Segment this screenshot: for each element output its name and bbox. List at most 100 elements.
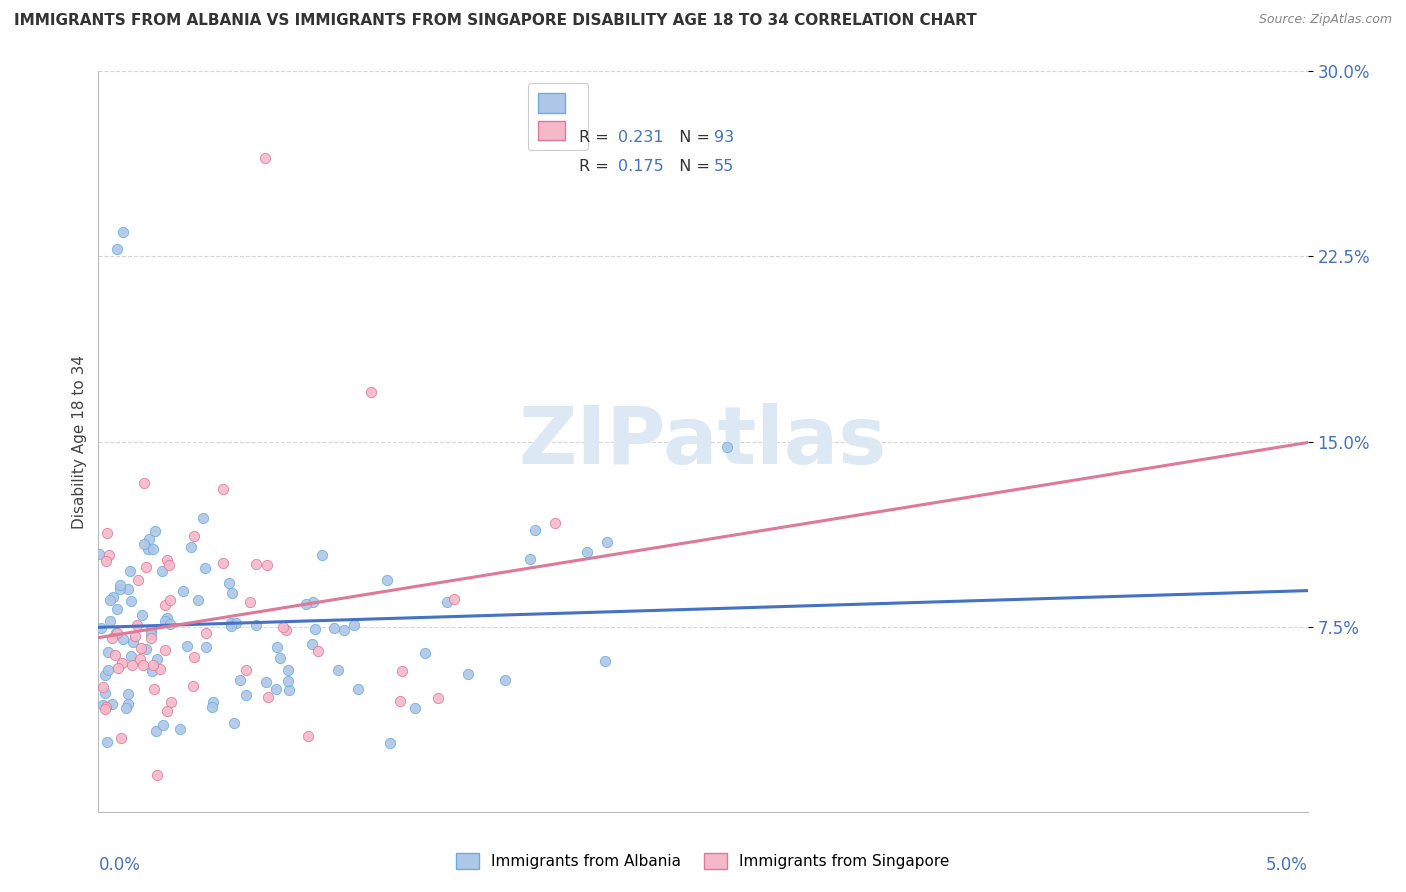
- Point: [311, 548, 333, 562]
- Point: [194, 561, 217, 575]
- Point: [254, 675, 277, 690]
- Point: [304, 622, 326, 636]
- Point: [229, 673, 252, 687]
- Point: [117, 582, 139, 596]
- Point: [104, 648, 127, 663]
- Text: R =: R =: [579, 130, 613, 145]
- Point: [235, 663, 257, 677]
- Point: [125, 618, 148, 632]
- Point: [97, 663, 120, 677]
- Point: [457, 666, 479, 681]
- Point: [127, 573, 149, 587]
- Point: [160, 695, 183, 709]
- Point: [121, 658, 143, 673]
- Point: [219, 619, 242, 633]
- Point: [145, 724, 167, 739]
- Point: [278, 683, 301, 698]
- Point: [328, 663, 350, 677]
- Point: [135, 559, 157, 574]
- Point: [120, 649, 142, 664]
- Point: [134, 537, 156, 551]
- Point: [91, 680, 114, 694]
- Point: [94, 686, 117, 700]
- Point: [145, 652, 167, 666]
- Point: [257, 690, 280, 704]
- Point: [93, 701, 115, 715]
- Point: [519, 552, 541, 566]
- Point: [129, 641, 152, 656]
- Point: [195, 640, 218, 655]
- Point: [576, 545, 599, 559]
- Point: [98, 614, 121, 628]
- Point: [156, 553, 179, 567]
- Point: [132, 657, 155, 672]
- Point: [112, 225, 135, 239]
- Point: [201, 700, 224, 714]
- Point: [494, 673, 516, 688]
- Point: [332, 623, 354, 637]
- Point: [266, 640, 288, 654]
- Point: [544, 516, 567, 530]
- Point: [235, 689, 257, 703]
- Point: [194, 626, 217, 640]
- Text: 0.231: 0.231: [619, 130, 664, 145]
- Point: [596, 534, 619, 549]
- Point: [524, 523, 547, 537]
- Point: [122, 635, 145, 649]
- Point: [159, 616, 181, 631]
- Point: [302, 595, 325, 609]
- Point: [132, 476, 155, 491]
- Text: 5.0%: 5.0%: [1265, 856, 1308, 874]
- Text: 55: 55: [714, 160, 734, 175]
- Point: [277, 674, 299, 689]
- Point: [120, 594, 142, 608]
- Point: [187, 593, 209, 607]
- Point: [120, 565, 142, 579]
- Point: [142, 681, 165, 696]
- Text: IMMIGRANTS FROM ALBANIA VS IMMIGRANTS FROM SINGAPORE DISABILITY AGE 18 TO 34 COR: IMMIGRANTS FROM ALBANIA VS IMMIGRANTS FR…: [14, 13, 977, 29]
- Point: [96, 735, 118, 749]
- Point: [404, 700, 426, 714]
- Point: [593, 654, 616, 668]
- Point: [93, 698, 115, 712]
- Point: [117, 697, 139, 711]
- Point: [135, 642, 157, 657]
- Point: [101, 697, 124, 711]
- Point: [443, 591, 465, 606]
- Point: [239, 595, 262, 609]
- Point: [139, 627, 162, 641]
- Point: [107, 661, 129, 675]
- Point: [245, 557, 267, 571]
- Point: [273, 619, 295, 633]
- Point: [101, 631, 124, 645]
- Point: [172, 583, 194, 598]
- Point: [112, 632, 135, 646]
- Point: [218, 576, 240, 591]
- Point: [152, 718, 174, 732]
- Legend: , : ,: [527, 83, 588, 150]
- Point: [105, 626, 128, 640]
- Point: [346, 681, 368, 696]
- Point: [183, 650, 205, 665]
- Point: [139, 623, 162, 637]
- Point: [103, 590, 125, 604]
- Point: [90, 621, 112, 635]
- Point: [94, 668, 117, 682]
- Point: [114, 701, 136, 715]
- Point: [94, 700, 117, 714]
- Point: [110, 731, 132, 745]
- Point: [153, 599, 176, 613]
- Text: 93: 93: [714, 130, 734, 145]
- Legend: Immigrants from Albania, Immigrants from Singapore: Immigrants from Albania, Immigrants from…: [450, 847, 956, 875]
- Text: Source: ZipAtlas.com: Source: ZipAtlas.com: [1258, 13, 1392, 27]
- Point: [153, 614, 176, 628]
- Point: [301, 637, 323, 651]
- Point: [105, 626, 128, 640]
- Point: [343, 618, 366, 632]
- Point: [159, 592, 181, 607]
- Point: [96, 525, 118, 540]
- Point: [256, 558, 278, 573]
- Point: [375, 573, 398, 587]
- Point: [105, 602, 128, 616]
- Point: [322, 622, 344, 636]
